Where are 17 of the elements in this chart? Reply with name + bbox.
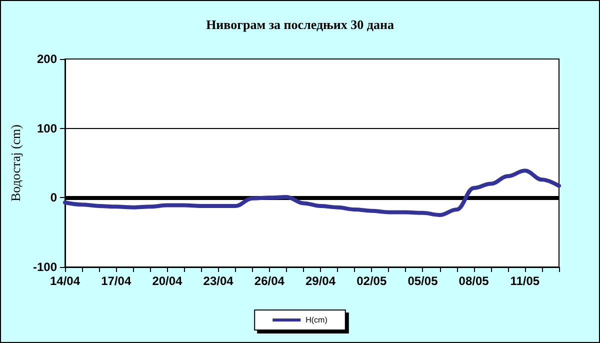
- x-tick-label: 20/04: [152, 274, 183, 288]
- x-tick-label: 26/04: [254, 274, 285, 288]
- x-tick-label: 23/04: [203, 274, 234, 288]
- chart-title: Нивограм за последњих 30 дана: [206, 17, 394, 32]
- x-tick-label: 17/04: [101, 274, 132, 288]
- y-tick-label: 200: [36, 52, 58, 66]
- legend-label: H(cm): [306, 316, 328, 324]
- x-tick-label: 14/04: [50, 274, 80, 288]
- y-tick-label: 0: [50, 190, 58, 205]
- x-tick-label: 29/04: [306, 274, 336, 288]
- x-tick-label: 08/05: [458, 274, 490, 288]
- y-tick-label: -100: [32, 260, 58, 274]
- x-tick-label: 02/05: [356, 274, 387, 288]
- x-tick-label: 11/05: [510, 274, 540, 288]
- y-tick-label: 100: [36, 121, 58, 136]
- y-axis-title: Водостај (cm): [8, 124, 24, 202]
- x-tick-label: 05/05: [408, 274, 438, 288]
